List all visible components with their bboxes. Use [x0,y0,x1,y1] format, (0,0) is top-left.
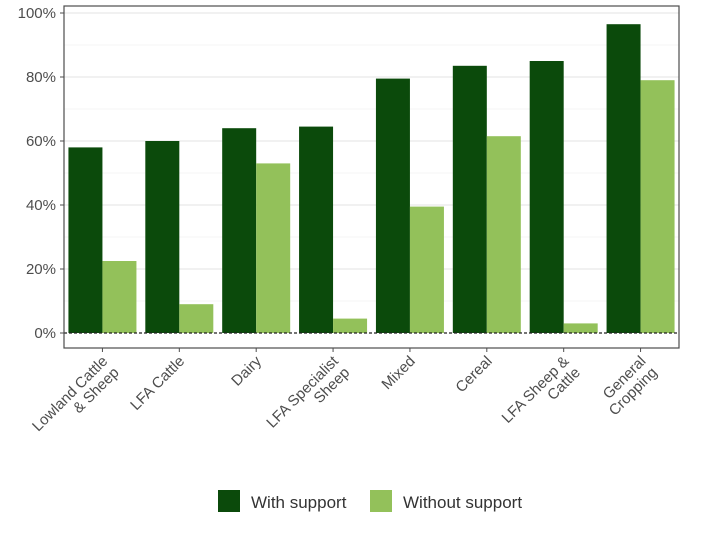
bar-with-support-2 [222,128,257,333]
bar-without-support-7 [640,80,675,333]
bar-with-support-5 [452,65,487,334]
y-tick-label: 0% [34,325,56,342]
bar-without-support-5 [486,136,521,333]
bar-with-support-4 [375,78,410,333]
y-tick-label: 20% [26,261,56,278]
bar-with-support-0 [68,147,103,333]
y-tick-label: 100% [18,5,56,22]
legend-swatch-without-support [370,490,392,512]
bar-with-support-6 [529,61,564,333]
x-tick-label: Cereal [452,353,495,396]
bars [68,24,675,334]
bar-with-support-3 [299,126,334,333]
legend: With support Without support [218,490,522,512]
legend-label-with-support: With support [251,493,347,512]
x-tick-label: GeneralCropping [594,353,660,419]
y-tick-label: 60% [26,133,56,150]
x-tick-label: LFA Sheep &Cattle [499,353,584,438]
axes: 0%20%40%60%80%100%Lowland Cattle& Sheep L… [18,5,680,447]
bar-without-support-6 [563,323,598,333]
bar-without-support-3 [333,318,368,333]
x-tick-label: LFA Cattle [127,353,188,414]
x-tick-label: Dairy [228,352,265,389]
bar-with-support-1 [145,141,180,333]
bar-without-support-1 [179,304,214,333]
bar-without-support-2 [256,163,291,333]
bar-without-support-4 [409,206,444,333]
bar-without-support-0 [102,261,137,333]
x-tick-label: LFA SpecialistSheep [263,352,354,443]
y-tick-label: 40% [26,197,56,214]
x-tick-label: Lowland Cattle& Sheep [29,353,123,447]
legend-swatch-with-support [218,490,240,512]
legend-label-without-support: Without support [403,493,522,512]
bar-with-support-7 [606,24,641,333]
plot-border [63,5,680,349]
y-tick-label: 80% [26,69,56,86]
x-tick-label: Mixed [378,353,418,393]
